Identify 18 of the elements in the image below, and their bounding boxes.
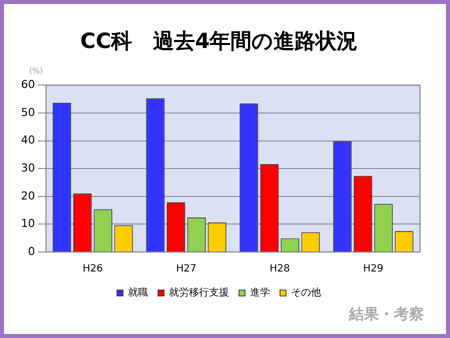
y-tick-label: 50 <box>20 106 35 119</box>
y-axis-title: (%) <box>29 66 43 76</box>
legend-label: 就労移行支援 <box>169 286 229 299</box>
x-tick-label: H27 <box>176 264 196 275</box>
x-tick-label: H29 <box>363 264 384 275</box>
chart-title: CC科 過去4年間の進路状況 <box>80 29 358 54</box>
y-tick-label: 0 <box>28 244 35 258</box>
x-tick-label: H26 <box>82 264 103 275</box>
text: 結果・考察 <box>349 305 424 324</box>
y-tick-label: 20 <box>20 189 35 202</box>
y-tick-label: 10 <box>20 217 35 230</box>
x-tick-label: H28 <box>270 264 290 275</box>
legend-label: 進学 <box>250 286 270 299</box>
y-tick-label: 30 <box>20 161 35 174</box>
legend-label: 就職 <box>128 286 148 299</box>
legend-label: その他 <box>291 286 321 299</box>
y-tick-label: 60 <box>20 78 35 92</box>
y-tick-label: 40 <box>20 134 35 147</box>
